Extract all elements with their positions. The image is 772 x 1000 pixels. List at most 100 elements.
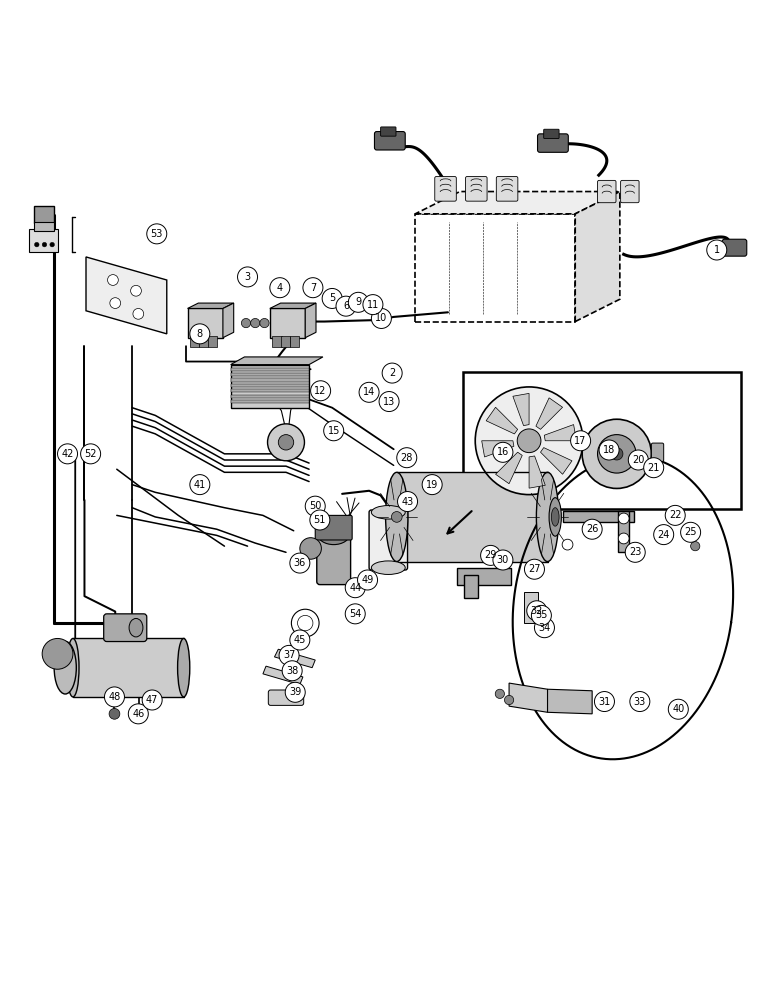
FancyBboxPatch shape: [103, 614, 147, 642]
Circle shape: [323, 421, 344, 441]
Circle shape: [110, 298, 120, 308]
Circle shape: [80, 444, 100, 464]
Text: 19: 19: [426, 480, 438, 490]
Polygon shape: [575, 192, 620, 322]
FancyBboxPatch shape: [463, 372, 741, 509]
Text: 31: 31: [598, 697, 611, 707]
Text: 53: 53: [151, 229, 163, 239]
Circle shape: [305, 496, 325, 516]
Polygon shape: [231, 368, 309, 371]
FancyBboxPatch shape: [618, 511, 629, 552]
FancyBboxPatch shape: [537, 134, 568, 152]
Circle shape: [582, 519, 602, 539]
Text: 38: 38: [286, 666, 298, 676]
Circle shape: [270, 278, 290, 298]
Text: 27: 27: [528, 564, 540, 574]
FancyBboxPatch shape: [524, 592, 538, 623]
Ellipse shape: [178, 638, 190, 697]
Text: 6: 6: [343, 301, 349, 311]
Text: 16: 16: [497, 447, 509, 457]
Text: 41: 41: [194, 480, 206, 490]
Circle shape: [310, 381, 330, 401]
Circle shape: [618, 533, 629, 544]
Polygon shape: [305, 303, 316, 338]
Text: 44: 44: [349, 583, 361, 593]
Circle shape: [476, 387, 583, 495]
Circle shape: [391, 512, 402, 522]
Circle shape: [504, 695, 513, 705]
FancyBboxPatch shape: [29, 229, 59, 252]
Circle shape: [290, 630, 310, 650]
Text: 9: 9: [355, 297, 361, 307]
Circle shape: [654, 525, 674, 545]
Circle shape: [382, 363, 402, 383]
FancyBboxPatch shape: [374, 132, 405, 150]
Circle shape: [531, 605, 551, 625]
FancyBboxPatch shape: [290, 336, 300, 347]
Circle shape: [147, 224, 167, 244]
Circle shape: [242, 318, 251, 328]
Ellipse shape: [551, 508, 559, 526]
Polygon shape: [86, 257, 167, 334]
Text: 32: 32: [530, 606, 543, 616]
Polygon shape: [263, 666, 303, 685]
Polygon shape: [231, 400, 309, 403]
FancyBboxPatch shape: [563, 511, 634, 522]
Circle shape: [322, 288, 342, 308]
FancyBboxPatch shape: [457, 568, 510, 585]
Circle shape: [190, 324, 210, 344]
Circle shape: [133, 308, 144, 319]
Polygon shape: [231, 395, 309, 398]
Circle shape: [300, 538, 321, 559]
Circle shape: [481, 545, 500, 565]
Polygon shape: [486, 407, 518, 434]
Text: 48: 48: [108, 692, 120, 702]
Text: 24: 24: [658, 530, 670, 540]
Circle shape: [669, 699, 689, 719]
FancyBboxPatch shape: [652, 443, 664, 462]
Circle shape: [260, 318, 269, 328]
Circle shape: [618, 513, 629, 524]
Polygon shape: [547, 689, 592, 714]
Circle shape: [42, 638, 73, 669]
FancyBboxPatch shape: [496, 177, 518, 201]
Text: 4: 4: [277, 283, 283, 293]
Text: 1: 1: [713, 245, 720, 255]
Text: 18: 18: [603, 445, 615, 455]
Text: 52: 52: [84, 449, 96, 459]
Circle shape: [142, 690, 162, 710]
FancyBboxPatch shape: [281, 336, 290, 347]
Circle shape: [251, 318, 260, 328]
Polygon shape: [231, 378, 309, 382]
Text: 35: 35: [535, 610, 547, 620]
Text: 5: 5: [329, 293, 335, 303]
Circle shape: [134, 708, 144, 719]
Text: 2: 2: [389, 368, 395, 378]
Text: 3: 3: [245, 272, 251, 282]
Circle shape: [706, 240, 726, 260]
Text: 26: 26: [586, 524, 598, 534]
Text: 28: 28: [401, 453, 413, 463]
Circle shape: [290, 553, 310, 573]
Circle shape: [190, 475, 210, 495]
Text: 33: 33: [634, 697, 646, 707]
Polygon shape: [415, 214, 575, 322]
FancyBboxPatch shape: [435, 177, 456, 201]
Text: 22: 22: [669, 510, 682, 520]
Circle shape: [348, 292, 368, 312]
FancyBboxPatch shape: [199, 336, 208, 347]
Circle shape: [109, 708, 120, 719]
Circle shape: [582, 419, 652, 488]
Circle shape: [345, 578, 365, 598]
Circle shape: [644, 458, 664, 478]
Text: 25: 25: [684, 527, 697, 537]
Circle shape: [371, 308, 391, 328]
Text: 54: 54: [349, 609, 361, 619]
Text: 23: 23: [629, 547, 642, 557]
Circle shape: [50, 242, 55, 247]
Circle shape: [598, 435, 636, 473]
Text: 12: 12: [314, 386, 327, 396]
Ellipse shape: [67, 638, 79, 697]
Circle shape: [628, 450, 648, 470]
Polygon shape: [188, 308, 223, 338]
